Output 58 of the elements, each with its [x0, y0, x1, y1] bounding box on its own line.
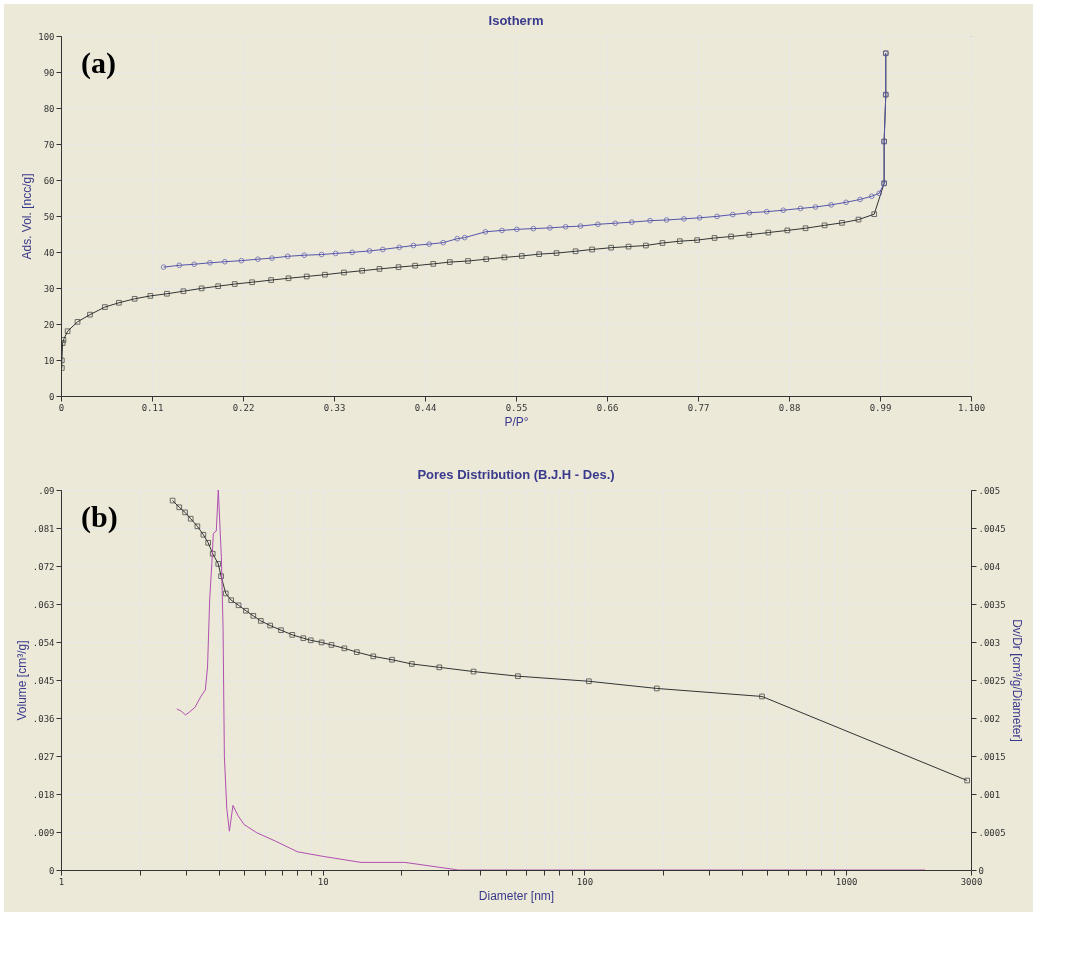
x-tick-label: 0.88	[778, 402, 801, 413]
y-tick-label: .045	[32, 675, 55, 686]
y-tick-label: 80	[43, 103, 55, 114]
chart-title: Isotherm	[488, 13, 544, 28]
x-axis-title: P/P°	[504, 414, 529, 429]
y-tick-label: .018	[32, 789, 55, 800]
y-axis-title: Volume [cm³/g]	[14, 640, 29, 721]
x-tick-label: 1.100	[957, 402, 986, 413]
y-tick-label: .054	[32, 637, 55, 648]
x-tick-label: 0.77	[687, 402, 710, 413]
y2-tick-label: .005	[978, 485, 1001, 496]
y-tick-label: .081	[32, 523, 55, 534]
x-tick-label: 100	[576, 876, 594, 887]
y2-tick-label: 0	[978, 865, 984, 876]
x-tick-label: 0	[58, 402, 65, 413]
x-tick-label: 0.99	[869, 402, 892, 413]
x-tick-label: 3000	[960, 876, 983, 887]
x-tick-label: 0.33	[323, 402, 346, 413]
y-tick-label: .072	[32, 561, 55, 572]
y-tick-label: 0	[49, 865, 55, 876]
y-tick-label: 90	[43, 67, 55, 78]
y-tick-label: 10	[43, 355, 55, 366]
y2-tick-label: .0045	[978, 523, 1006, 534]
x-tick-label: 0.66	[596, 402, 619, 413]
y2-tick-label: .0015	[978, 751, 1006, 762]
y-tick-label: .009	[32, 827, 55, 838]
x-tick-label: 10	[317, 876, 329, 887]
annotation: (a)	[81, 46, 116, 80]
x-tick-label: 0.55	[505, 402, 528, 413]
x-axis-title: Diameter [nm]	[478, 888, 555, 903]
y2-tick-label: .004	[978, 561, 1001, 572]
y-tick-label: 0	[49, 391, 55, 402]
y2-tick-label: .0025	[978, 675, 1006, 686]
y-axis-title: Ads. Vol. [ncc/g]	[20, 173, 35, 260]
y-tick-label: 60	[43, 175, 55, 186]
y2-tick-label: .0005	[978, 827, 1006, 838]
x-tick-label: 1	[58, 876, 65, 887]
y-tick-label: 100	[38, 31, 55, 42]
y-tick-label: .063	[32, 599, 55, 610]
y2-tick-label: .003	[978, 637, 1001, 648]
x-tick-label: 0.44	[414, 402, 437, 413]
x-tick-label: 1000	[835, 876, 858, 887]
chart-title: Pores Distribution (B.J.H - Des.)	[417, 467, 615, 482]
annotation: (b)	[81, 500, 118, 534]
y-tick-label: 70	[43, 139, 55, 150]
x-tick-label: 0.22	[232, 402, 255, 413]
y-tick-label: .036	[32, 713, 55, 724]
y2-axis-title: Dv/Dr [cm³/g/Diameter]	[1009, 619, 1024, 742]
y2-tick-label: .002	[978, 713, 1001, 724]
y-tick-label: .027	[32, 751, 55, 762]
y2-tick-label: .001	[978, 789, 1001, 800]
y-tick-label: 20	[43, 319, 55, 330]
y-tick-label: 40	[43, 247, 55, 258]
y2-tick-label: .0035	[978, 599, 1006, 610]
x-tick-label: 0.11	[141, 402, 164, 413]
y-tick-label: 50	[43, 211, 55, 222]
y-tick-label: 30	[43, 283, 55, 294]
y-tick-label: .09	[38, 485, 55, 496]
